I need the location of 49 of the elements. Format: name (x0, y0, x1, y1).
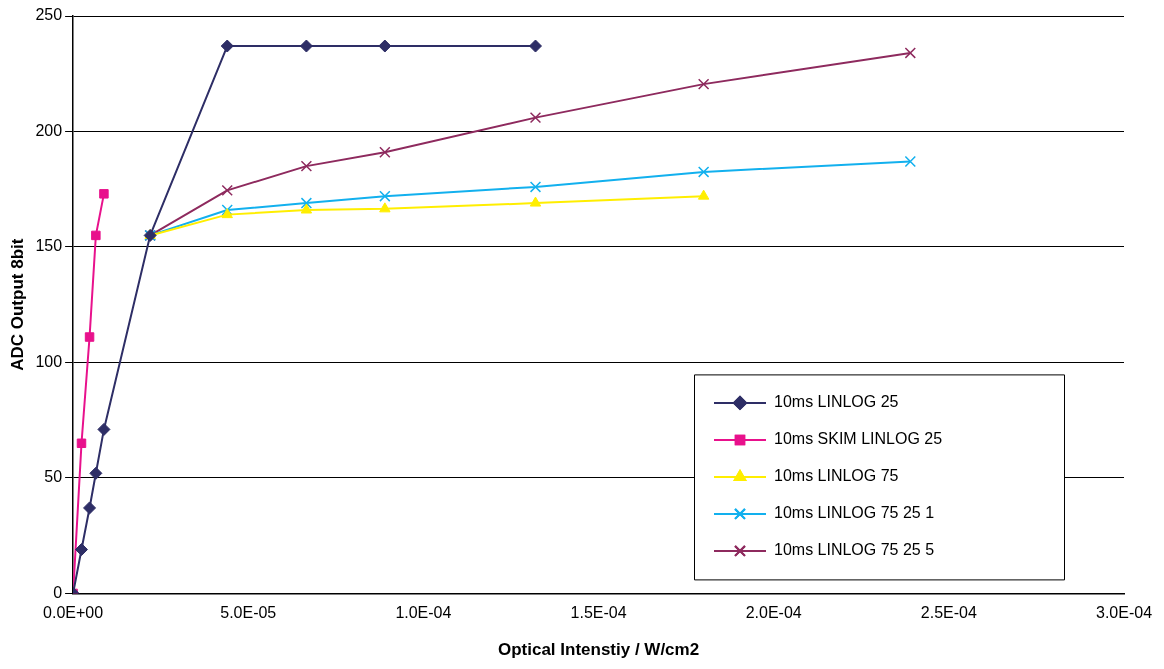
y-tick-label: 250 (35, 6, 63, 24)
point (299, 39, 313, 53)
point (83, 501, 97, 515)
point (697, 189, 710, 200)
point (221, 208, 233, 219)
x-tick-label: 2.0E-04 (745, 604, 802, 622)
x-tick-label: 5.0E-05 (220, 604, 277, 622)
point (379, 202, 391, 213)
y-tick-label: 0 (53, 583, 63, 601)
point (300, 160, 313, 172)
x-tick-label: 1.5E-04 (570, 604, 627, 622)
point (529, 111, 542, 124)
point (97, 422, 111, 436)
point (75, 543, 88, 557)
point (221, 204, 233, 216)
legend-label: 10ms SKIM LINLOG 25 (774, 430, 943, 448)
point (378, 39, 392, 53)
y-tick-label: 150 (35, 237, 63, 255)
point (379, 146, 391, 158)
point (904, 155, 917, 168)
point (89, 466, 103, 480)
legend-label: 10ms LINLOG 75 25 5 (774, 541, 935, 559)
legend-label: 10ms LINLOG 75 (774, 467, 899, 485)
y-tick-label: 100 (35, 352, 63, 370)
legend-label: 10ms LINLOG 75 25 1 (774, 504, 935, 522)
point (300, 197, 313, 209)
point (99, 189, 109, 199)
y-axis-title: ADC Output 8bit (7, 238, 27, 371)
point (697, 78, 710, 90)
point (84, 332, 95, 342)
point (529, 181, 542, 193)
x-tick-label: 1.0E-04 (395, 604, 452, 622)
point (904, 47, 917, 59)
point (300, 203, 313, 214)
x-tick-label: 2.5E-04 (920, 604, 977, 622)
point (76, 438, 87, 449)
point (91, 230, 101, 241)
point (697, 166, 710, 178)
x-tick-label: 3.0E-04 (1095, 604, 1153, 622)
point (379, 190, 391, 202)
point (529, 196, 542, 207)
y-tick-label: 200 (35, 121, 63, 139)
legend-label: 10ms LINLOG 25 (774, 393, 899, 411)
x-tick-label: 0.0E+00 (43, 604, 104, 622)
y-tick-label: 50 (44, 468, 63, 486)
x-axis-title: Optical Intenstiy / W/cm2 (497, 640, 700, 660)
point (220, 39, 234, 53)
point (528, 39, 542, 53)
point (221, 184, 233, 197)
